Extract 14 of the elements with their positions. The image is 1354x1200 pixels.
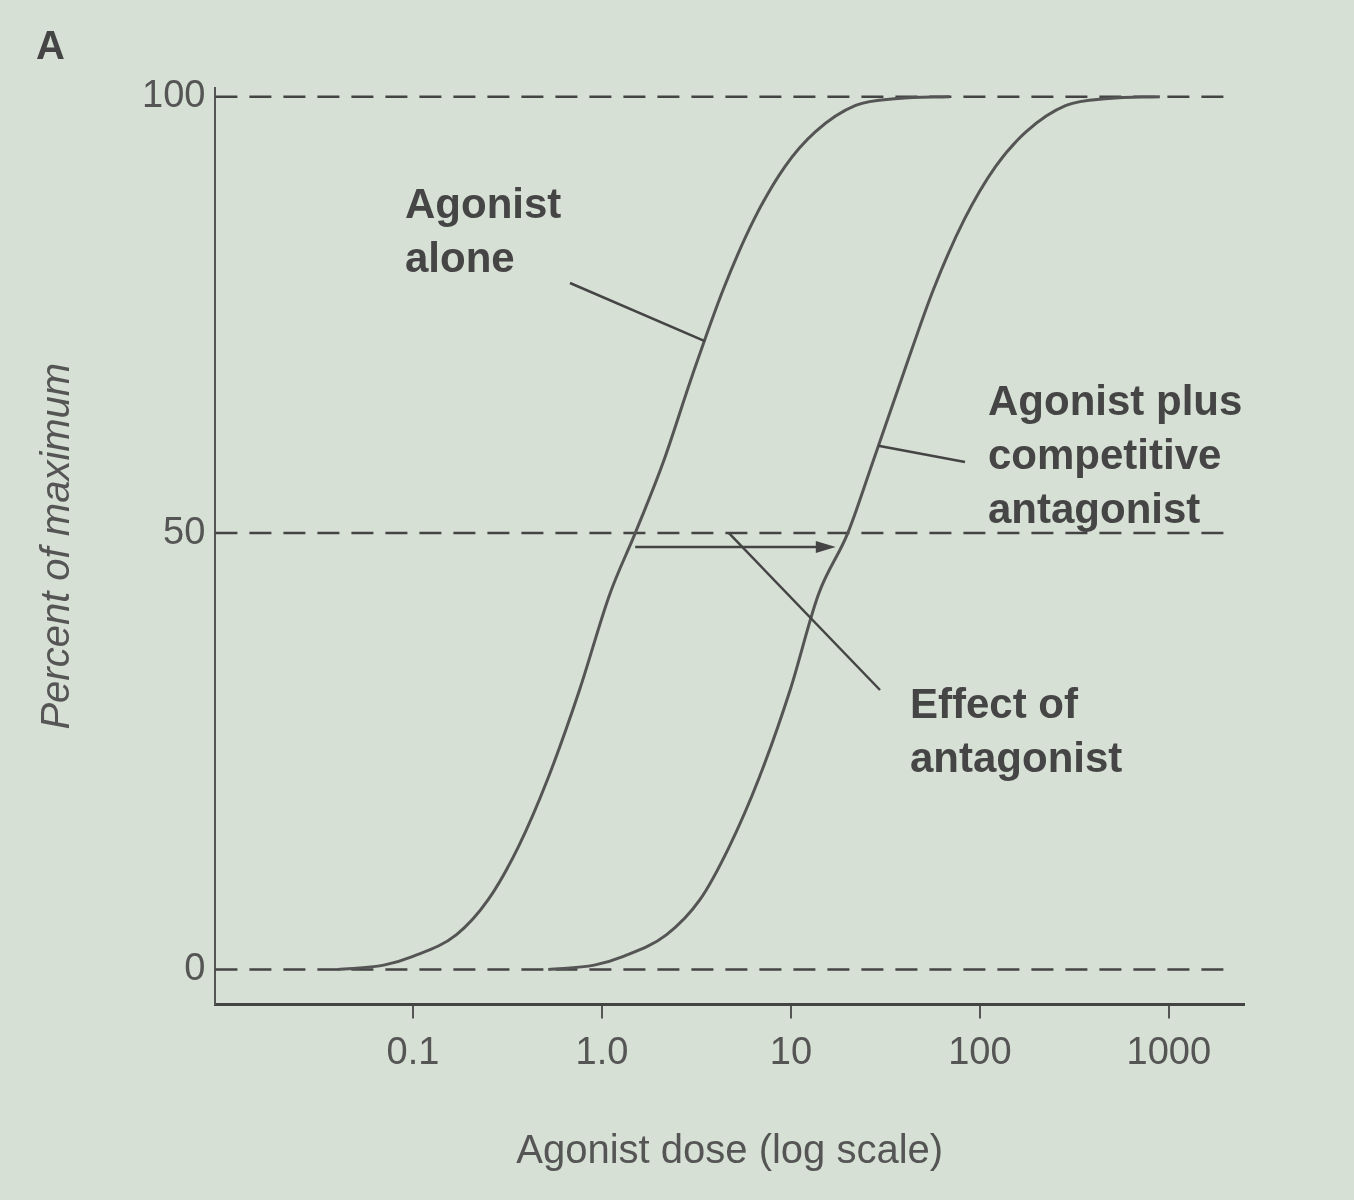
x-tick-label: 0.1: [386, 1029, 440, 1072]
x-tick-label: 100: [948, 1029, 1012, 1072]
y-tick-label: 100: [142, 73, 206, 116]
x-tick-label: 1.0: [575, 1029, 629, 1072]
y-tick-label: 0: [184, 945, 206, 988]
y-tick-label: 50: [163, 509, 206, 552]
annotation: Agonist plus competitive antagonist: [988, 376, 1243, 532]
annotation: Agonist alone: [405, 179, 562, 281]
y-axis-title: Percent of maximum: [33, 362, 78, 730]
x-tick-label: 1000: [1126, 1029, 1212, 1072]
x-tick-label: 10: [769, 1029, 813, 1072]
x-axis-title: Agonist dose (log scale): [516, 1127, 944, 1172]
annotation: Effect of antagonist: [910, 679, 1123, 781]
text: A: [36, 23, 65, 68]
